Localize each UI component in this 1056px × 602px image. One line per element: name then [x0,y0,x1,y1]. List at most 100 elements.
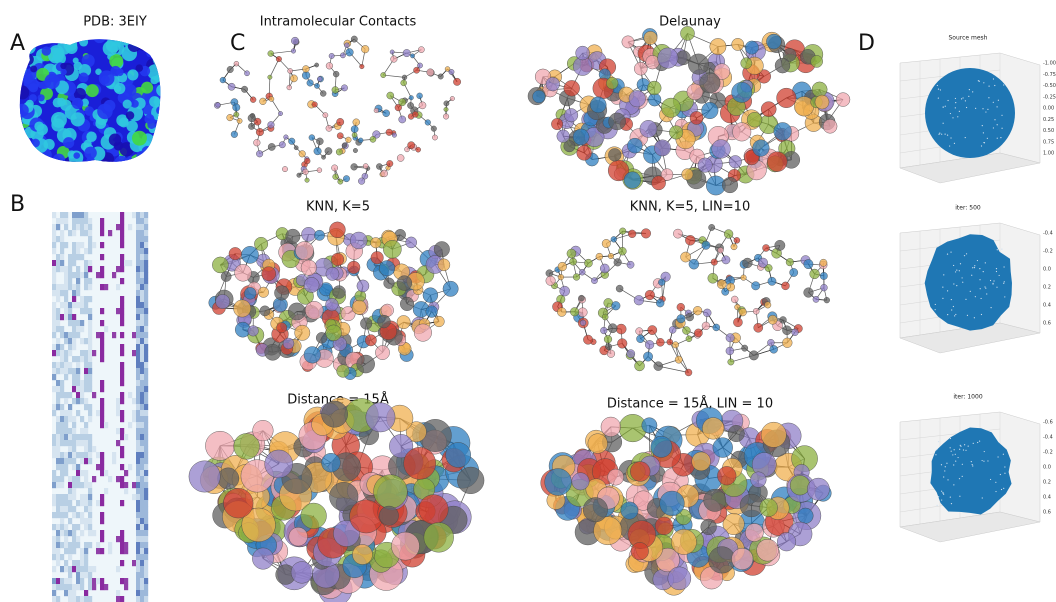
heatmap-cell [120,410,124,416]
node [417,63,422,68]
heatmap-cell [128,224,132,230]
heatmap-cell [60,380,64,386]
node [727,283,735,291]
heatmap-cell [64,266,68,272]
heatmap-cell [144,404,148,410]
heatmap-cell [56,338,60,344]
node [325,147,332,154]
heatmap-cell [52,368,56,374]
node [400,297,414,311]
node [438,74,443,79]
heatmap-cell [92,530,96,536]
heatmap-cell [80,398,84,404]
heatmap-cell [52,554,56,560]
heatmap-cell [60,218,64,224]
heatmap-cell [136,308,140,314]
heatmap-cell [52,524,56,530]
heatmap-cell [72,272,76,278]
node [708,273,718,283]
heatmap-cell [140,356,144,362]
heatmap-cell [64,542,68,548]
node [722,256,730,264]
heatmap-cell [140,290,144,296]
heatmap-cell [88,242,92,248]
heatmap-cell [64,536,68,542]
heatmap-cell [88,356,92,362]
heatmap-cell [56,404,60,410]
node [602,239,610,247]
node [608,324,617,333]
heatmap-cell [68,488,72,494]
surface-atom [122,33,132,43]
node [741,345,747,351]
heatmap-cell [76,578,80,584]
heatmap-cell [100,350,104,356]
node [753,140,770,157]
heatmap-cell [88,308,92,314]
node [268,75,272,79]
heatmap-cell [72,314,76,320]
heatmap-cell [140,560,144,566]
heatmap-cell [52,452,56,458]
heatmap-cell [140,266,144,272]
heatmap-cell [60,302,64,308]
node [667,339,673,345]
graph-title: KNN, K=5, LIN=10 [630,200,750,215]
heatmap-cell [136,446,140,452]
node [656,299,664,307]
node [745,41,758,54]
heatmap-cell [56,542,60,548]
heatmap-cell [56,284,60,290]
heatmap-cell [144,458,148,464]
heatmap-cell [140,326,144,332]
node [326,62,333,69]
heatmap-cell [144,452,148,458]
node [680,26,694,40]
heatmap-cell [144,320,148,326]
heatmap-cell [144,578,148,584]
graphs: Intramolecular ContactsDelaunayKNN, K=5K… [189,15,850,602]
node [570,258,577,265]
node [244,71,249,76]
surface-atom [126,111,134,119]
heatmap-cell [84,440,88,446]
node [403,49,410,56]
node [646,55,660,69]
heatmap-cell [136,290,140,296]
node [636,335,644,343]
heatmap-cell [120,224,124,230]
heatmap-cell [144,554,148,560]
heatmap-cell [84,386,88,392]
node [681,252,691,262]
node [365,335,376,346]
node [383,110,390,117]
heatmap-cell [136,368,140,374]
heatmap-cell [144,530,148,536]
node [564,80,580,96]
heatmap-cell [52,548,56,554]
heatmap-cell [60,248,64,254]
heatmap-cell [100,266,104,272]
heatmap-cell [136,536,140,542]
heatmap-cell [144,260,148,266]
heatmap-cell [100,242,104,248]
node [558,274,564,280]
heatmap-cell [72,542,76,548]
heatmap-cell [88,584,92,590]
heatmap-cell [124,548,128,554]
node [611,236,617,242]
heatmap-cell [60,266,64,272]
heatmap-cell [52,260,56,266]
heatmap-cell [144,386,148,392]
heatmap-cell [120,296,124,302]
heatmap-cell [64,368,68,374]
heatmap-cell [64,314,68,320]
heatmap-cell [80,560,84,566]
heatmap-cell [72,458,76,464]
heatmap-cell [144,278,148,284]
heatmap-cell [136,464,140,470]
node [274,286,289,301]
heatmap-cell [136,404,140,410]
surface-atom [15,86,29,100]
node [295,325,310,340]
